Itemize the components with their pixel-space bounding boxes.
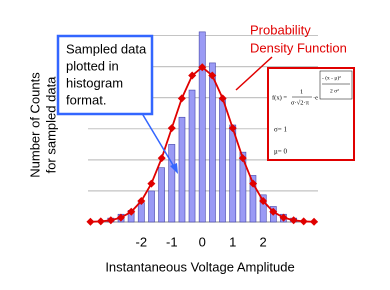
formula: - (x - μ)²: [322, 74, 341, 81]
pdf-marker: [218, 94, 227, 103]
arrow-head: [170, 163, 178, 174]
pdf-marker: [86, 217, 95, 226]
formula-box: [267, 67, 355, 161]
pdf-label: Probability: [250, 22, 311, 37]
pdf-marker: [167, 124, 176, 133]
note-text: format.: [66, 92, 106, 107]
note-text: histogram: [66, 75, 123, 90]
bar: [148, 190, 155, 223]
pdf-marker: [249, 179, 258, 188]
y-axis-label: Number of Counts: [27, 72, 42, 178]
pdf-label: Density Function: [250, 40, 347, 55]
x-tick-label: -1: [166, 234, 178, 249]
bar: [209, 62, 216, 223]
pdf-marker: [96, 217, 105, 226]
formula: 1: [300, 88, 303, 95]
pdf-marker: [198, 63, 207, 72]
formula: f(x) =: [272, 94, 287, 101]
pdf-marker: [238, 154, 247, 163]
bar: [158, 167, 165, 223]
pdf-marker: [177, 94, 186, 103]
pdf-marker: [106, 216, 115, 225]
pdf-marker: [228, 124, 237, 133]
pdf-marker: [137, 197, 146, 206]
pdf-marker: [157, 154, 166, 163]
pdf-marker: [116, 213, 125, 222]
bar: [178, 116, 186, 223]
x-tick-label: 0: [199, 234, 206, 249]
pdf-marker: [299, 217, 308, 226]
x-axis-label: Instantaneous Voltage Amplitude: [105, 259, 294, 274]
pdf-marker: [310, 217, 319, 226]
bar: [259, 194, 267, 223]
x-tick-label: -2: [136, 234, 148, 249]
x-tick-label: 2: [260, 234, 267, 249]
y-axis-label: for sampled data: [43, 76, 58, 174]
pdf-marker: [289, 216, 298, 225]
arrow: [139, 109, 177, 171]
bar: [168, 144, 176, 223]
pdf-marker: [147, 179, 156, 188]
pdf-marker: [259, 197, 268, 206]
bar: [137, 202, 145, 223]
pdf-marker: [269, 207, 278, 216]
bar: [198, 31, 206, 223]
bar: [239, 151, 247, 223]
note-text: Sampled data: [66, 41, 147, 56]
x-tick-label: 1: [229, 234, 236, 249]
bar: [219, 97, 226, 223]
pdf-marker: [208, 71, 217, 80]
exp-box: [319, 70, 353, 100]
note-text: plotted in: [66, 58, 119, 73]
formula: 2 σ²: [330, 88, 339, 94]
pdf-marker: [188, 71, 197, 80]
bar: [229, 124, 237, 223]
formula: μ= 0: [274, 148, 287, 156]
formula: ·e: [313, 94, 318, 101]
formula: σ·√2·π: [291, 98, 310, 106]
pdf-marker: [127, 207, 136, 216]
note-box: [56, 34, 154, 116]
formula: σ= 1: [274, 126, 287, 134]
arrow: [235, 56, 273, 91]
bar: [249, 175, 257, 223]
bar: [188, 89, 196, 223]
pdf-marker: [279, 213, 288, 222]
